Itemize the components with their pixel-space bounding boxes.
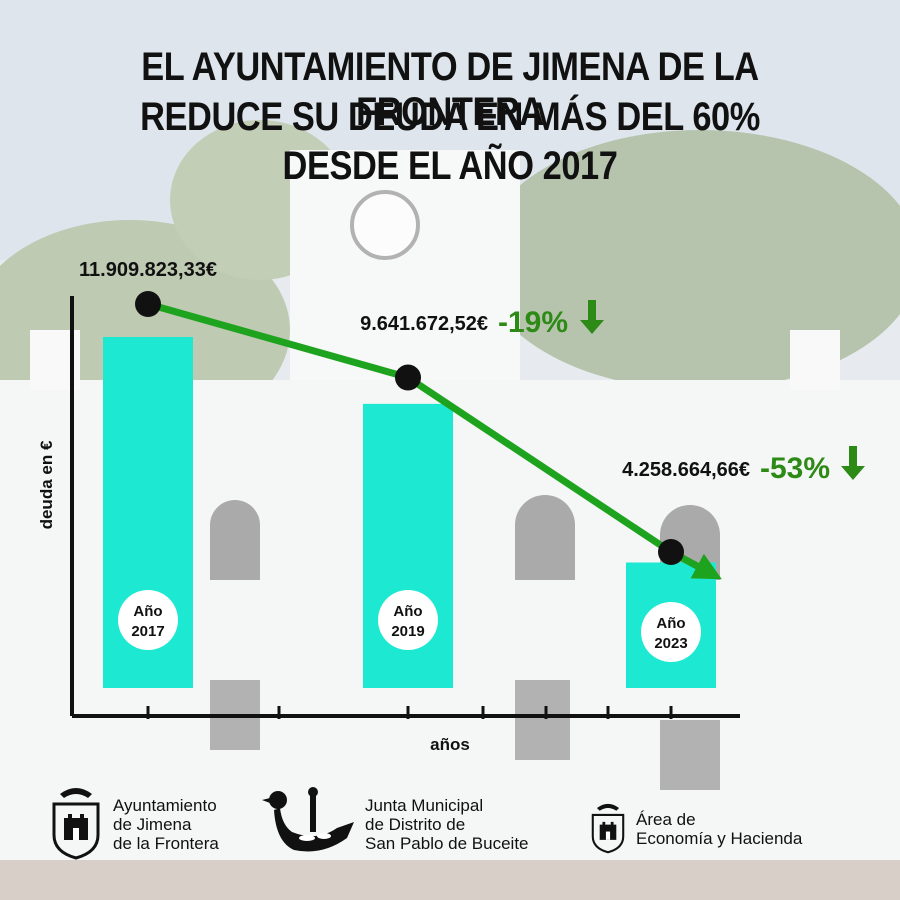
percent-change-2019: -19% [498, 306, 568, 339]
point-2017 [135, 291, 161, 317]
title-line-1: EL AYUNTAMIENTO DE JIMENA DE LA FRONTERA [141, 45, 759, 134]
category-label: 2019 [391, 623, 424, 640]
x-axis-label: años [430, 735, 470, 754]
logo-area-economia: Área de Economía y Hacienda [590, 780, 880, 860]
title-line-2: REDUCE SU DEUDA EN MÁS DEL 60% [140, 95, 760, 139]
down-arrow-icon [841, 446, 865, 480]
point-2019 [395, 364, 421, 391]
category-label: 2023 [654, 635, 687, 652]
title-line-3: DESDE EL AÑO 2017 [282, 144, 618, 188]
value-label-2023: 4.258.664,66€ [622, 459, 750, 481]
value-label-2017: 11.909.823,33€ [79, 259, 217, 281]
logo-junta-municipal: Junta Municipal de Distrito de San Pablo… [262, 780, 582, 860]
category-label: Año [133, 603, 162, 620]
logo-1-line-3: de la Frontera [113, 834, 219, 853]
category-label: Año [656, 615, 685, 632]
category-badge [378, 590, 438, 650]
point-2023 [658, 539, 684, 565]
logo-2-line-2: de Distrito de [365, 815, 466, 834]
logo-2-line-3: San Pablo de Buceite [365, 834, 529, 853]
down-arrow-icon [580, 300, 604, 334]
y-axis-label: deuda en € [37, 440, 56, 529]
logo-1-line-2: de Jimena [113, 815, 192, 834]
logo-2-line-1: Junta Municipal [365, 796, 484, 815]
category-label: 2017 [131, 623, 164, 640]
value-label-2019: 9.641.672,52€ [360, 313, 488, 335]
category-badge [118, 590, 178, 650]
castle-shield-icon [591, 803, 625, 854]
bird-vessel-icon [262, 787, 354, 852]
castle-shield-icon [52, 788, 100, 860]
category-badge [641, 602, 701, 662]
percent-change-2023: -53% [760, 452, 830, 485]
trend-line [147, 300, 722, 580]
logo-1-line-1: Ayuntamiento [113, 796, 217, 815]
logo-ayuntamiento: Ayuntamiento de Jimena de la Frontera [50, 780, 260, 860]
category-label: Año [393, 603, 422, 620]
logo-3-line-2: Economía y Hacienda [636, 829, 803, 848]
logo-3-line-1: Área de [636, 810, 696, 829]
